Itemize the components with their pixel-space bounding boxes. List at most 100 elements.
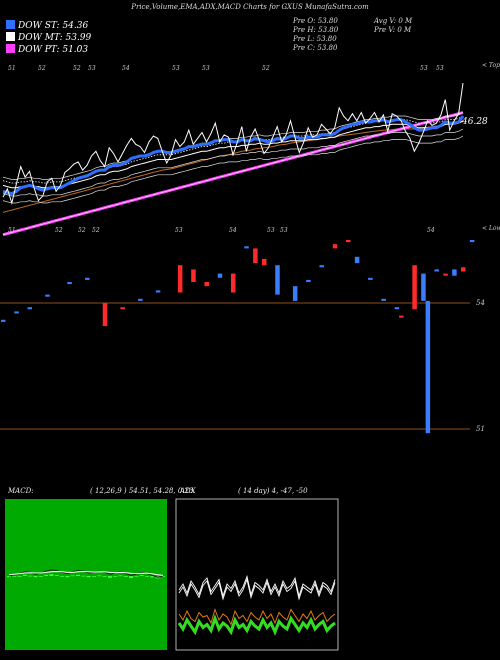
macd-histogram-bar-3: [22, 574, 27, 576]
volume-bar-11: [191, 269, 196, 282]
legend-dow-pt-label: DOW PT: 51.03: [18, 45, 89, 55]
top-tick-label-4: 54: [122, 65, 130, 72]
macd-histogram-bar-22: [123, 576, 128, 577]
series-line-ema-band-0: [2, 128, 464, 197]
volume-bar-14: [231, 273, 236, 293]
last-price-label: 46.28: [461, 117, 488, 127]
volume-bar-9: [155, 290, 161, 293]
macd-histogram-bar-8: [49, 574, 54, 576]
volume-bar-33: [443, 273, 448, 276]
macd-title: MACD:: [7, 487, 34, 495]
volume-bar-34: [452, 269, 457, 276]
top-tick-label-1: 52: [38, 65, 46, 72]
volume-bar-26: [381, 298, 386, 301]
volume-bar-8: [138, 298, 143, 301]
main-chart-area: 51 52 52 53 54 53 53 52 53 53 < Tops 51 52 52 52 53 54 53…: [0, 62, 500, 651]
volume-bar-28: [399, 315, 404, 318]
macd-histogram-bar-17: [97, 575, 102, 577]
volume-bar-17: [261, 258, 267, 266]
legend-dow-mt-label: DOW MT: 53.99: [18, 33, 92, 43]
legend-dow-pt: DOW PT: 51.03: [6, 44, 88, 55]
chart-title: Price,Volume,EMA,ADX,MACD Charts for GXU…: [131, 3, 369, 11]
volume-bar-6: [102, 303, 108, 327]
volume-bar-19: [292, 286, 298, 301]
macd-histogram-bar-21: [118, 575, 123, 577]
volume-bar-36: [469, 240, 475, 243]
legend-dow-st-label: DOW ST: 54.36: [18, 21, 89, 31]
legend-swatch-blue: [6, 20, 15, 29]
macd-histogram-bar-6: [38, 576, 43, 577]
macd-histogram-bar-0: [7, 576, 11, 578]
macd-histogram-bar-2: [17, 576, 22, 577]
top-tick-label-8: 53: [420, 65, 428, 72]
macd-histogram-bar-27: [150, 576, 155, 578]
macd-histogram-bar-1: [12, 576, 17, 577]
macd-histogram-bar-24: [134, 576, 139, 577]
macd-histogram-bar-12: [70, 575, 75, 577]
volume-bar-18: [275, 265, 280, 295]
top-tick-label-0: 51: [8, 65, 16, 72]
volume-bar-31: [425, 300, 431, 434]
top-tick-label-7: 52: [262, 65, 270, 72]
bottom-tick-label-7: 53: [280, 227, 288, 234]
stat-pre-volume: Pre V: 0 M: [374, 26, 412, 34]
volume-bar-24: [354, 256, 360, 264]
bottom-tick-label-1: 52: [55, 227, 63, 234]
macd-histogram-bar-23: [129, 576, 134, 579]
bottom-tick-label-2: 52: [78, 227, 86, 234]
adx-series-line-white-1: [178, 577, 336, 601]
volume-bar-12: [204, 282, 209, 287]
stat-avg-volume: Avg V: 0 M: [374, 17, 413, 25]
stat-pre-close: Pre C: 53.80: [293, 44, 338, 52]
series-line-ema-band-1: [2, 112, 464, 180]
macd-histogram-bar-15: [86, 576, 91, 578]
volume-bar-22: [332, 244, 338, 249]
bottom-tick-label-4: 53: [175, 227, 183, 234]
adx-series-line-orange: [178, 607, 336, 626]
macd-histogram-bar-9: [54, 575, 59, 576]
macd-histogram-bar-10: [60, 576, 65, 577]
volume-bar-32: [434, 269, 439, 272]
volume-bar-30: [421, 273, 426, 301]
volume-bar-35: [461, 267, 466, 272]
legend-swatch-magenta: [6, 44, 15, 53]
macd-series-line-1: [8, 570, 164, 576]
top-tick-label-extra: 53: [436, 65, 444, 72]
series-line-ema-long-core: [2, 112, 464, 236]
legend-dow-mt: DOW MT: 53.99: [6, 32, 91, 43]
volume-bar-10: [177, 265, 183, 293]
volume-bar-13: [217, 273, 223, 278]
macd-histogram-bar-25: [139, 575, 144, 576]
volume-bar-27: [394, 307, 400, 310]
macd-histogram-bar-16: [91, 576, 96, 577]
adx-title: ADX: [179, 487, 197, 495]
adx-params: ( 14 day) 4, -47, -50: [238, 487, 308, 495]
tops-label: < Tops: [482, 62, 500, 69]
adx-series-line-white-0: [178, 574, 336, 598]
bottom-tick-label-0: 51: [8, 227, 16, 234]
volume-bar-16: [253, 248, 258, 264]
macd-histogram-bar-4: [28, 575, 33, 577]
adx-series-line-green: [177, 614, 336, 636]
legend-dow-st: DOW ST: 54.36: [6, 20, 88, 31]
volume-bar-7: [120, 307, 125, 310]
series-line-ema-band-2: [2, 135, 464, 204]
series-line-price: [2, 83, 464, 205]
macd-histogram-bar-20: [113, 576, 118, 577]
volume-bar-21: [319, 265, 324, 268]
top-tick-label-2: 52: [73, 65, 81, 72]
stat-pre-high: Pre H: 53.80: [293, 26, 339, 34]
macd-panel-background: [5, 499, 167, 650]
bottom-tick-label-3: 52: [92, 227, 100, 234]
volume-bar-5: [85, 277, 90, 280]
bottom-tick-label-5: 54: [229, 227, 237, 234]
bottom-tick-label-6: 53: [267, 227, 275, 234]
stat-pre-low: Pre L: 53.80: [293, 35, 337, 43]
macd-histogram-bar-18: [102, 576, 107, 577]
lows-label: < Lows: [482, 225, 500, 232]
bottom-tick-label-8: 54: [427, 227, 435, 234]
macd-histogram-bar-26: [145, 576, 150, 577]
volume-bar-15: [244, 246, 249, 249]
volume-bar-4: [67, 282, 72, 285]
volume-bar-29: [412, 265, 417, 310]
